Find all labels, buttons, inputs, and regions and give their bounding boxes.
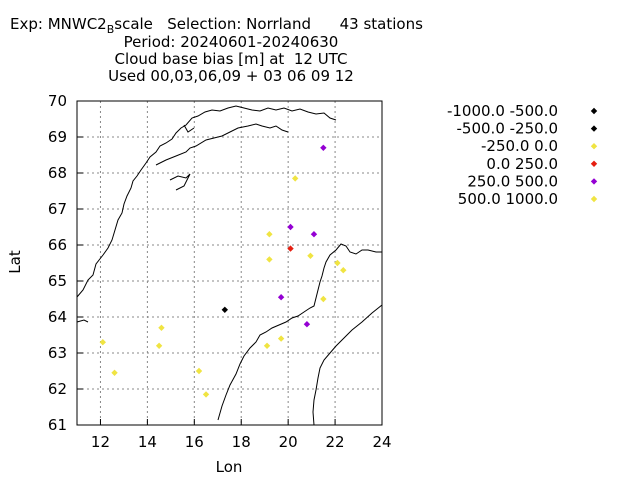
plot-frame — [76, 100, 383, 426]
y-tick-label: 61 — [48, 416, 67, 434]
station-point — [277, 294, 285, 301]
station-point — [263, 342, 271, 349]
station-point — [310, 231, 318, 238]
legend-label: -500.0 -250.0 — [457, 120, 558, 138]
x-tick-label: 24 — [372, 433, 391, 451]
station-point — [320, 144, 327, 151]
x-tick-label: 12 — [91, 433, 110, 451]
station-point — [303, 321, 311, 328]
y-tick-label: 62 — [48, 380, 67, 398]
grid-lines — [77, 100, 383, 426]
station-point — [340, 267, 347, 274]
x-tick-label: 16 — [185, 433, 204, 451]
y-axis-label: Lat — [6, 250, 24, 274]
legend-label: 500.0 1000.0 — [458, 190, 558, 208]
chart-title-period: Period: 20240601-20240630 — [123, 33, 339, 51]
station-point — [202, 391, 210, 398]
legend-marker — [590, 107, 598, 115]
station-points — [99, 144, 347, 398]
station-point — [99, 339, 107, 346]
station-point — [320, 295, 327, 303]
y-tick-label: 66 — [48, 236, 67, 254]
station-point — [287, 245, 294, 252]
station-point — [155, 342, 163, 349]
station-point — [291, 175, 299, 182]
y-tick-label: 63 — [48, 344, 67, 362]
legend-label: -1000.0 -500.0 — [447, 102, 558, 120]
y-tick-label: 67 — [48, 200, 67, 218]
y-tick-label: 68 — [48, 164, 67, 182]
x-tick-labels: 12 14 16 18 20 22 24 — [91, 433, 392, 451]
legend-label: 0.0 250.0 — [486, 155, 558, 173]
legend-marker — [590, 125, 598, 132]
station-point — [266, 256, 273, 263]
legend-label: 250.0 500.0 — [467, 172, 558, 190]
station-point — [195, 367, 203, 375]
station-point — [158, 324, 165, 331]
station-point — [266, 231, 273, 238]
y-tick-labels: 61 62 63 64 65 66 67 68 69 70 — [48, 92, 67, 434]
x-tick-label: 20 — [279, 433, 298, 451]
legend: -1000.0 -500.0-500.0 -250.0-250.0 0.00.0… — [447, 102, 598, 208]
chart-title-variable: Cloud base bias [m] at 12 UTC — [114, 50, 348, 68]
legend-marker — [590, 178, 598, 185]
y-tick-label: 65 — [48, 272, 67, 290]
station-point — [334, 259, 341, 267]
station-point — [307, 252, 314, 259]
coastline-map — [76, 105, 383, 426]
legend-marker — [590, 160, 598, 167]
x-tick-label: 18 — [232, 433, 251, 451]
chart-title-used: Used 00,03,06,09 + 03 06 09 12 — [108, 67, 354, 85]
y-tick-label: 70 — [48, 92, 67, 110]
station-point — [277, 335, 285, 342]
chart-title-experiment: Exp: MNWC2Bscale Selection: Norrland 43 … — [10, 15, 423, 37]
legend-marker — [590, 143, 598, 150]
legend-label: -250.0 0.0 — [481, 137, 558, 155]
station-point — [287, 223, 294, 231]
x-tick-label: 14 — [138, 433, 157, 451]
y-tick-label: 64 — [48, 308, 67, 326]
station-point — [221, 306, 229, 313]
legend-marker — [590, 195, 598, 203]
station-point — [111, 369, 118, 376]
x-tick-label: 22 — [326, 433, 345, 451]
x-axis-label: Lon — [216, 458, 243, 476]
y-tick-label: 69 — [48, 128, 67, 146]
